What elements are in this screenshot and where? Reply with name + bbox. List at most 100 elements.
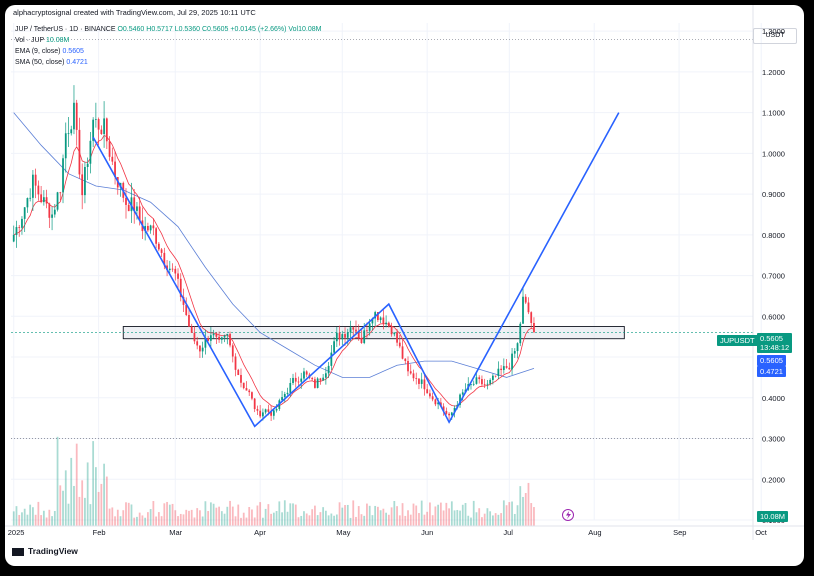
candle[interactable]	[234, 353, 237, 377]
candle[interactable]	[357, 324, 360, 341]
candle[interactable]	[89, 131, 92, 174]
candle[interactable]	[204, 329, 207, 355]
candle[interactable]	[481, 375, 483, 387]
candle[interactable]	[448, 412, 450, 420]
candle[interactable]	[270, 406, 273, 421]
candle[interactable]	[322, 373, 325, 382]
candle[interactable]	[32, 169, 34, 212]
candle[interactable]	[281, 390, 283, 401]
candle[interactable]	[494, 375, 497, 378]
candle[interactable]	[212, 329, 215, 339]
pattern-trendline[interactable]	[92, 112, 620, 428]
candle[interactable]	[445, 407, 448, 415]
candle[interactable]	[533, 317, 535, 333]
candle[interactable]	[508, 362, 511, 370]
candle[interactable]	[500, 365, 502, 376]
candle[interactable]	[231, 343, 234, 363]
candle[interactable]	[429, 389, 431, 399]
candle[interactable]	[491, 373, 494, 385]
candle[interactable]	[111, 147, 114, 166]
candle[interactable]	[530, 311, 533, 329]
candle[interactable]	[360, 330, 363, 344]
candle[interactable]	[223, 334, 226, 343]
candle[interactable]	[502, 358, 505, 374]
candle[interactable]	[314, 376, 316, 389]
candle[interactable]	[155, 227, 158, 249]
candle[interactable]	[94, 102, 97, 128]
candle[interactable]	[174, 265, 177, 281]
candle[interactable]	[157, 241, 160, 252]
candle[interactable]	[179, 273, 182, 302]
candle[interactable]	[188, 307, 190, 328]
candle[interactable]	[51, 206, 53, 231]
candle[interactable]	[97, 117, 100, 145]
candle[interactable]	[92, 117, 95, 148]
candle[interactable]	[355, 320, 357, 334]
candle[interactable]	[37, 180, 40, 201]
candle[interactable]	[29, 188, 32, 202]
candle[interactable]	[40, 186, 43, 204]
candle[interactable]	[434, 398, 437, 407]
candle[interactable]	[379, 316, 382, 324]
candle[interactable]	[215, 332, 218, 344]
candle[interactable]	[407, 356, 409, 377]
candle[interactable]	[324, 366, 327, 385]
candle[interactable]	[333, 337, 335, 354]
candle[interactable]	[418, 377, 420, 390]
candle[interactable]	[431, 392, 434, 402]
candle[interactable]	[401, 338, 404, 360]
candle[interactable]	[177, 268, 179, 289]
candle[interactable]	[409, 364, 412, 375]
candle[interactable]	[412, 369, 415, 382]
candle[interactable]	[171, 263, 174, 272]
candle[interactable]	[196, 336, 199, 350]
candle[interactable]	[218, 331, 220, 343]
candle[interactable]	[114, 151, 116, 185]
candle[interactable]	[73, 85, 75, 135]
candle[interactable]	[264, 408, 267, 415]
candle[interactable]	[45, 189, 48, 209]
candle[interactable]	[209, 327, 212, 347]
candle[interactable]	[303, 367, 305, 382]
candle[interactable]	[300, 372, 303, 389]
candle[interactable]	[59, 191, 62, 201]
candle[interactable]	[75, 99, 78, 146]
candle[interactable]	[242, 382, 245, 390]
candle[interactable]	[67, 117, 70, 147]
candle[interactable]	[374, 310, 377, 327]
candle[interactable]	[426, 384, 429, 394]
candle[interactable]	[516, 342, 519, 359]
candle[interactable]	[81, 163, 84, 210]
candle[interactable]	[103, 101, 105, 148]
candle[interactable]	[201, 341, 204, 358]
candle[interactable]	[415, 372, 418, 385]
candle[interactable]	[319, 377, 322, 385]
candle[interactable]	[524, 294, 527, 305]
candle[interactable]	[497, 361, 500, 380]
candle[interactable]	[253, 398, 256, 413]
candle[interactable]	[423, 374, 426, 396]
currency-selector[interactable]: USDT	[753, 28, 797, 44]
candle[interactable]	[53, 203, 56, 218]
candle[interactable]	[366, 322, 368, 339]
candle[interactable]	[26, 197, 29, 213]
candle[interactable]	[513, 348, 516, 358]
candle[interactable]	[305, 370, 308, 378]
candle[interactable]	[100, 125, 103, 135]
candle[interactable]	[229, 331, 231, 348]
candle[interactable]	[130, 182, 133, 223]
candle[interactable]	[147, 222, 149, 232]
candle[interactable]	[226, 333, 229, 345]
candle[interactable]	[519, 321, 522, 347]
candle[interactable]	[283, 391, 286, 403]
candle[interactable]	[522, 286, 524, 324]
candle[interactable]	[127, 202, 130, 212]
candle[interactable]	[84, 161, 86, 204]
candle[interactable]	[18, 224, 21, 237]
candle[interactable]	[327, 361, 330, 379]
candle[interactable]	[478, 375, 481, 384]
candle[interactable]	[78, 117, 81, 179]
candle[interactable]	[344, 327, 346, 346]
candle[interactable]	[62, 154, 64, 204]
legend-volume-row[interactable]: Vol · JUP 10.08M	[15, 37, 69, 44]
